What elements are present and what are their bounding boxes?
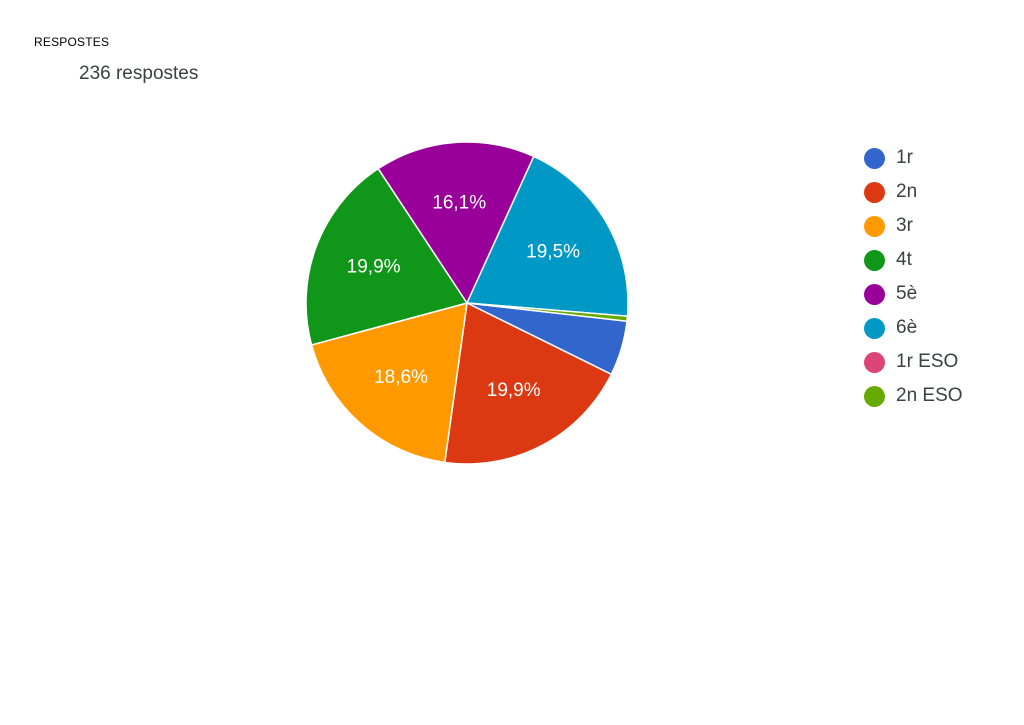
legend-swatch-icon (864, 385, 885, 407)
legend-item[interactable]: 1r ESO (864, 345, 963, 379)
legend-item[interactable]: 4t (864, 243, 963, 277)
legend-swatch-icon (864, 317, 885, 339)
pie-slice-2n-eso[interactable] (466, 302, 629, 323)
slice-percent-label: 16,1% (432, 193, 486, 214)
legend-swatch-icon (864, 249, 885, 271)
legend-label: 2n ESO (896, 385, 963, 406)
legend-swatch-icon (864, 181, 885, 203)
section-label: RESPOSTES (34, 35, 110, 49)
legend-label: 6è (896, 317, 918, 338)
legend-swatch-icon (864, 351, 885, 373)
slice-percent-label: 18,6% (374, 367, 428, 388)
pie-slice-4t[interactable] (305, 167, 469, 346)
pie-slice-2n[interactable] (443, 301, 613, 465)
legend-swatch-icon (864, 215, 885, 237)
legend-swatch-icon (864, 283, 885, 305)
legend-item[interactable]: 1r (864, 141, 963, 175)
legend-label: 1r ESO (896, 351, 959, 372)
legend-label: 5è (896, 283, 918, 304)
pie-slice-3r[interactable] (310, 301, 468, 464)
legend-label: 1r (896, 147, 913, 168)
response-count: 236 respostes (79, 63, 199, 84)
legend-swatch-icon (864, 147, 885, 169)
legend-label: 4t (896, 249, 912, 270)
legend-item[interactable]: 2n (864, 175, 963, 209)
pie-slice-6[interactable] (465, 155, 629, 317)
chart-legend: 1r 2n 3r 4t 5è 6è 1r ESO 2n ESO (864, 141, 963, 413)
legend-item[interactable]: 5è (864, 277, 963, 311)
slice-percent-label: 19,5% (526, 242, 580, 263)
legend-label: 3r (896, 215, 913, 236)
legend-item[interactable]: 2n ESO (864, 379, 963, 413)
pie-slice-5[interactable] (377, 141, 535, 305)
legend-item[interactable]: 6è (864, 311, 963, 345)
slice-percent-label: 19,9% (487, 380, 541, 401)
legend-label: 2n (896, 181, 918, 202)
slice-percent-label: 19,9% (347, 257, 401, 278)
legend-item[interactable]: 3r (864, 209, 963, 243)
